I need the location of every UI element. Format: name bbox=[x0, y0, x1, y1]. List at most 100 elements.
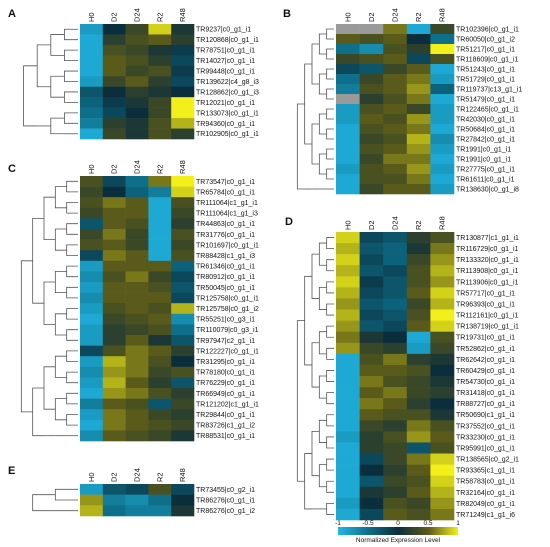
heatmap-cell bbox=[171, 303, 195, 315]
heatmap-cell bbox=[430, 104, 455, 115]
dendrogram-branch bbox=[318, 419, 327, 443]
heatmap-cell bbox=[406, 24, 431, 35]
row-label: TR51729|c0_g1_i1 bbox=[456, 76, 515, 83]
heatmap-cell bbox=[406, 497, 431, 510]
heatmap-cell bbox=[171, 128, 195, 140]
heatmap-cell bbox=[80, 377, 104, 389]
heatmap-cell bbox=[125, 345, 149, 357]
row-label: TR119737|c13_g1_i1 bbox=[456, 86, 522, 93]
heatmap-cell bbox=[383, 364, 408, 377]
dendrogram-branch bbox=[43, 366, 56, 410]
row-label: TR44863|c0_g1_i1 bbox=[196, 221, 255, 228]
dendrogram-branch bbox=[326, 259, 334, 272]
heatmap-cell bbox=[80, 484, 104, 495]
heatmap-cell bbox=[430, 309, 455, 321]
heatmap-cell bbox=[383, 342, 408, 355]
heatmap-cell bbox=[336, 174, 360, 185]
heatmap-cell bbox=[125, 303, 149, 315]
heatmap-cell bbox=[171, 107, 195, 119]
heatmap-cell bbox=[383, 74, 408, 85]
heatmap-cell bbox=[336, 276, 360, 288]
heatmap-cell bbox=[406, 320, 431, 332]
dendrogram-branch bbox=[54, 186, 67, 209]
heatmap-cell bbox=[102, 65, 126, 77]
heatmap-cell bbox=[171, 55, 195, 67]
heatmap-cell bbox=[336, 94, 360, 105]
heatmap-cell bbox=[148, 65, 172, 77]
heatmap-cell bbox=[171, 176, 195, 187]
color-bar: -1 -0.5 0 0.5 1 Normalized Expression Level bbox=[335, 520, 460, 544]
heatmap-cell bbox=[383, 508, 408, 521]
panel-c: C H0 D2 D24 R2 R48 TR73547|c0_g1_i1 TR65784|c0_… bbox=[8, 160, 259, 442]
heatmap-cell bbox=[383, 34, 408, 45]
heatmap-cell bbox=[125, 107, 149, 119]
dendrogram-branch bbox=[66, 414, 78, 426]
heatmap-cell bbox=[406, 431, 431, 443]
column-label: R48 bbox=[178, 468, 187, 482]
heatmap-cell bbox=[336, 64, 360, 75]
heatmap-cell bbox=[359, 309, 384, 321]
heatmap-cell bbox=[359, 298, 384, 310]
heatmap-cell bbox=[171, 44, 195, 56]
row-label: TR122227|c0_g1_i1 bbox=[196, 348, 259, 355]
dendrogram-branch bbox=[326, 392, 334, 405]
heatmap-cell bbox=[80, 207, 104, 219]
column-label: R48 bbox=[438, 8, 447, 22]
heatmap-cell bbox=[80, 218, 104, 230]
panel-letter: B bbox=[283, 8, 291, 20]
dendrogram-branch bbox=[311, 342, 320, 388]
heatmap-cell bbox=[406, 420, 431, 432]
dendrogram-branch bbox=[66, 223, 78, 235]
row-label: TR101697|c0_g1_i1 bbox=[196, 242, 259, 249]
dendrogram-branch bbox=[326, 502, 334, 515]
heatmap-cell bbox=[359, 464, 384, 476]
heatmap-cell bbox=[383, 309, 408, 321]
heatmap-cell bbox=[148, 128, 172, 140]
heatmap-cell bbox=[125, 86, 149, 98]
heatmap-cell bbox=[125, 207, 149, 219]
dendrogram-branch bbox=[318, 153, 327, 175]
dendrogram-branch bbox=[326, 237, 334, 250]
row-label: TR71249|c1_g1_i6 bbox=[456, 512, 515, 519]
heatmap-cell bbox=[148, 260, 172, 272]
heatmap-cell bbox=[125, 260, 149, 272]
heatmap-cell bbox=[125, 97, 149, 108]
heatmap-cell bbox=[383, 431, 408, 443]
heatmap-cell bbox=[125, 282, 149, 293]
column-label: D24 bbox=[133, 468, 142, 482]
heatmap-cell bbox=[359, 124, 384, 135]
dendrogram-branch bbox=[32, 387, 44, 437]
dendrogram-branch bbox=[326, 480, 334, 493]
heatmap-cell bbox=[171, 419, 195, 431]
dendrogram-branch bbox=[326, 68, 334, 80]
column-label: R2 bbox=[414, 220, 423, 230]
heatmap-cell bbox=[148, 388, 172, 399]
heatmap-cell bbox=[171, 260, 195, 272]
heatmap-cell bbox=[80, 303, 104, 315]
heatmap-cell bbox=[102, 324, 126, 336]
heatmap-cell bbox=[383, 376, 408, 388]
heatmap-cell bbox=[336, 154, 360, 165]
heatmap-cell bbox=[430, 134, 455, 145]
heatmap-cell bbox=[171, 97, 195, 108]
dendrogram-branch bbox=[20, 260, 33, 413]
heatmap-cell bbox=[102, 377, 126, 389]
dendrogram-branch bbox=[318, 464, 327, 488]
row-label: TR19731|c0_g1_i1 bbox=[456, 335, 515, 342]
heatmap-cell bbox=[406, 104, 431, 115]
row-label: TR27842|c0_g1_i1 bbox=[456, 136, 515, 143]
heatmap-cell bbox=[383, 497, 408, 510]
heatmap-cell bbox=[383, 154, 408, 165]
heatmap-cell bbox=[102, 345, 126, 357]
heatmap-cell bbox=[383, 84, 408, 95]
heatmap-cell bbox=[125, 494, 149, 506]
dendrogram-branch bbox=[318, 242, 327, 266]
heatmap-cell bbox=[430, 376, 455, 388]
dendrogram-branch bbox=[326, 108, 334, 120]
heatmap-cell bbox=[336, 475, 360, 488]
heatmap-cell bbox=[125, 356, 149, 368]
heatmap-cell bbox=[430, 144, 455, 155]
heatmap-cell bbox=[80, 107, 104, 119]
heatmap-cell bbox=[102, 197, 126, 209]
